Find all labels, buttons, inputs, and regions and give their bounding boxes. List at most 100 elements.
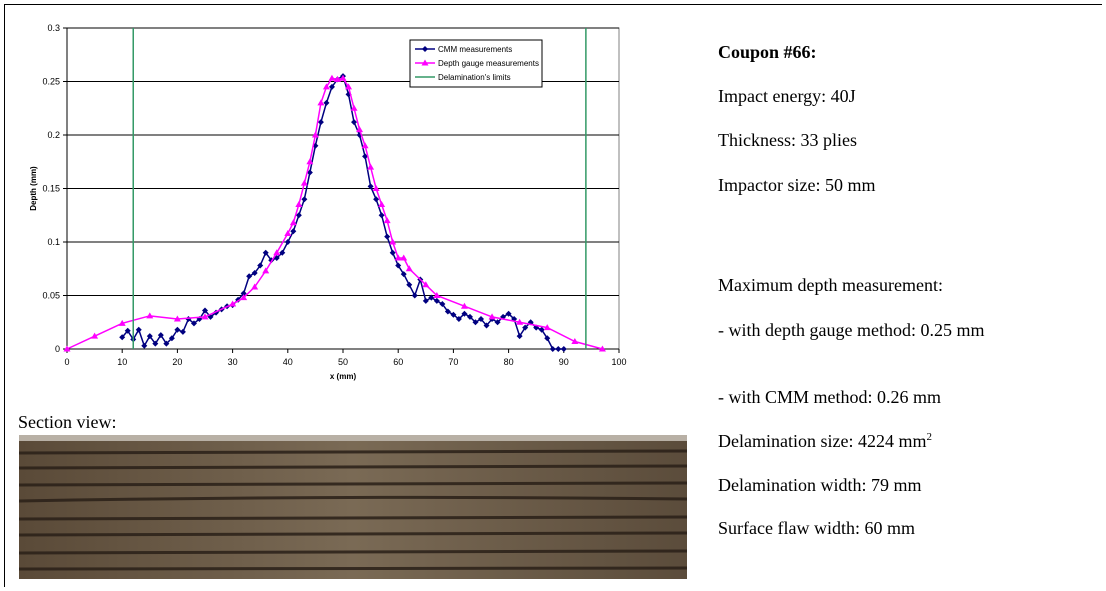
point xyxy=(257,262,264,269)
point xyxy=(395,262,402,269)
section-label: Section view: xyxy=(18,412,117,432)
point xyxy=(317,119,324,126)
point xyxy=(328,74,336,81)
point xyxy=(179,328,186,335)
point xyxy=(544,335,551,342)
panel-title: Coupon #66: xyxy=(718,42,817,62)
panel-line: - with depth gauge method: 0.25 mm xyxy=(718,320,985,340)
point xyxy=(538,326,545,333)
x-tick-label: 30 xyxy=(228,357,238,367)
point xyxy=(378,201,386,208)
point xyxy=(295,212,302,219)
point xyxy=(339,74,347,81)
point xyxy=(262,267,270,274)
y-tick-label: 0.3 xyxy=(47,23,60,33)
delam-size: Delamination size: 4224 mm xyxy=(718,431,927,451)
point xyxy=(229,300,237,307)
point xyxy=(378,212,385,219)
point xyxy=(422,281,430,288)
point xyxy=(384,233,391,240)
x-tick-label: 90 xyxy=(559,357,569,367)
point xyxy=(571,338,579,345)
y-tick-label: 0.25 xyxy=(42,77,60,87)
point xyxy=(306,169,313,176)
section-photo xyxy=(19,435,687,579)
panel-line: Surface flaw width: 60 mm xyxy=(718,518,915,538)
y-tick-label: 0.1 xyxy=(47,237,60,247)
point xyxy=(549,346,556,352)
point xyxy=(124,327,131,334)
point xyxy=(333,75,341,82)
point xyxy=(322,83,330,90)
point xyxy=(483,322,490,329)
point xyxy=(350,104,358,111)
point xyxy=(317,99,325,106)
point xyxy=(478,316,484,323)
point xyxy=(300,179,308,186)
x-tick-label: 60 xyxy=(393,357,403,367)
point xyxy=(63,345,71,352)
panel-line: - with CMM method: 0.26 mm xyxy=(718,387,942,407)
point xyxy=(201,313,209,320)
legend-label: Depth gauge measurements xyxy=(438,59,539,68)
point xyxy=(439,301,446,308)
point xyxy=(598,345,606,352)
frame xyxy=(4,4,1102,587)
point xyxy=(91,332,99,339)
x-tick-label: 100 xyxy=(611,357,626,367)
point xyxy=(411,292,418,299)
point xyxy=(289,219,297,226)
point xyxy=(168,335,175,342)
point xyxy=(400,254,408,261)
point xyxy=(505,310,512,317)
superscript: 2 xyxy=(926,431,932,443)
point xyxy=(311,131,319,138)
point xyxy=(262,249,269,256)
point xyxy=(240,290,247,297)
point xyxy=(383,217,391,224)
point xyxy=(290,228,297,235)
point xyxy=(372,185,380,191)
point xyxy=(400,271,407,278)
point xyxy=(279,249,286,256)
point xyxy=(389,238,397,245)
point xyxy=(202,307,208,314)
point xyxy=(284,229,292,236)
x-tick-label: 70 xyxy=(448,357,458,367)
point xyxy=(240,294,248,301)
point xyxy=(356,126,364,133)
point xyxy=(141,342,148,349)
point xyxy=(361,142,369,149)
point xyxy=(118,319,126,326)
point xyxy=(323,99,330,106)
point xyxy=(543,324,551,331)
point xyxy=(516,318,524,325)
point xyxy=(422,297,429,304)
point xyxy=(560,346,567,352)
point xyxy=(455,316,462,323)
legend-label: CMM measurements xyxy=(438,45,512,54)
point xyxy=(466,313,473,320)
point xyxy=(494,319,501,326)
point xyxy=(472,319,479,326)
panel-line: Maximum depth measurement: xyxy=(718,275,943,295)
x-axis-label: x (mm) xyxy=(330,372,357,381)
point xyxy=(135,326,142,333)
point xyxy=(444,308,451,315)
point xyxy=(373,196,380,203)
point xyxy=(345,83,353,90)
panel-line: Impact energy: 40J xyxy=(718,86,856,106)
point xyxy=(351,119,358,126)
point xyxy=(522,324,529,331)
point xyxy=(251,283,259,290)
point xyxy=(173,315,181,322)
point xyxy=(555,346,562,352)
legend-label: Delamination's limits xyxy=(438,73,511,82)
point xyxy=(394,254,402,261)
x-tick-label: 0 xyxy=(64,357,69,367)
point xyxy=(163,340,170,347)
point xyxy=(405,265,413,272)
panel-line: Delamination width: 79 mm xyxy=(718,475,922,495)
y-axis-label: Depth (mm) xyxy=(29,166,38,211)
x-tick-label: 50 xyxy=(338,357,348,367)
